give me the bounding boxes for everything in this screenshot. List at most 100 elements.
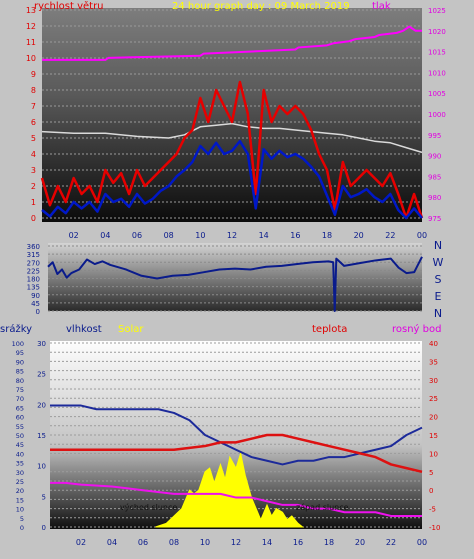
rain-axis-label: srážky <box>0 323 32 335</box>
wind-average-line <box>41 139 423 220</box>
y-tick-label: 50 <box>16 432 24 440</box>
y-tick-label: 5 <box>42 493 46 501</box>
y-tick-label: 20 <box>37 401 46 409</box>
y-tick-label: 995 <box>428 132 441 140</box>
y-tick-label: 20 <box>429 414 438 422</box>
x-tick-label: 04 <box>107 538 117 547</box>
dew-point-label: rosný bod <box>392 323 441 335</box>
y-tick-label: 5 <box>20 515 24 523</box>
x-tick-label: 16 <box>290 231 300 240</box>
y-tick-label: 4 <box>31 150 36 159</box>
y-tick-label: 8 <box>31 86 36 95</box>
y-tick-label: 12 <box>26 22 36 31</box>
y-tick-label: 25 <box>37 371 46 379</box>
dew-point-line <box>50 481 422 517</box>
y-tick-label: 10 <box>26 54 36 63</box>
y-tick-label: 10 <box>16 506 24 514</box>
wind-direction-line <box>47 256 423 312</box>
x-tick-label: 10 <box>195 231 205 240</box>
y-tick-label: 80 <box>16 377 24 385</box>
y-tick-label: 1025 <box>428 7 446 15</box>
x-tick-label: 22 <box>385 231 395 240</box>
y-tick-label: 15 <box>16 496 24 504</box>
x-tick-label: 00 <box>417 231 427 240</box>
weather-series <box>50 404 423 528</box>
x-tick-label: 14 <box>259 231 269 240</box>
wind-pressure-series <box>40 25 424 220</box>
y-tick-label: 0 <box>429 487 433 495</box>
sunset-annotation: západ slunce <box>296 503 349 512</box>
temperature-axis: -10 -5 0 5 10 15 20 25 30 35 40 <box>429 340 440 532</box>
y-tick-label: 100 <box>12 340 24 348</box>
y-tick-label: 90 <box>31 292 40 300</box>
y-tick-label: 980 <box>428 194 441 202</box>
y-tick-label: 90 <box>16 358 24 366</box>
y-tick-label: 10 <box>37 463 46 471</box>
x-tick-label: 08 <box>164 231 174 240</box>
y-tick-label: 0 <box>20 524 24 532</box>
y-tick-label: 0 <box>42 524 46 532</box>
y-tick-label: 25 <box>16 478 24 486</box>
y-tick-label: 30 <box>429 377 438 385</box>
y-tick-label: 75 <box>16 386 24 394</box>
x-tick-label: 20 <box>354 231 364 240</box>
pressure-axis-label: tlak <box>372 1 391 12</box>
wind-direction-plot-area <box>48 243 422 311</box>
y-tick-label: 975 <box>428 215 441 223</box>
y-tick-label: 40 <box>429 340 438 348</box>
y-tick-label: 45 <box>31 300 40 308</box>
y-tick-label: 270 <box>27 259 40 267</box>
y-tick-label: 1000 <box>428 111 446 119</box>
x-tick-label: 00 <box>417 538 427 547</box>
x-tick-label: 10 <box>200 538 210 547</box>
wind-speed-axis-label: rychlost větru <box>34 0 104 12</box>
y-tick-label: 15 <box>429 432 438 440</box>
y-tick-label: 360 <box>27 243 40 251</box>
x-tick-label: 06 <box>132 231 142 240</box>
x-tick-label: 08 <box>169 538 179 547</box>
y-tick-label: 30 <box>37 340 46 348</box>
x-tick-label: 14 <box>262 538 272 547</box>
x-tick-label: 02 <box>69 231 79 240</box>
y-tick-label: 180 <box>27 276 40 284</box>
y-tick-label: 85 <box>16 368 24 376</box>
y-tick-label: 990 <box>428 153 441 161</box>
y-tick-label: 6 <box>31 118 36 127</box>
y-tick-label: 135 <box>27 284 40 292</box>
y-tick-label: 1 <box>31 198 36 207</box>
x-tick-label: 04 <box>100 231 110 240</box>
wind-gust-line <box>40 80 424 220</box>
y-tick-label: 225 <box>27 267 40 275</box>
humidity-axis-label: vlhkost <box>66 324 102 335</box>
y-tick-label: 40 <box>16 450 24 458</box>
compass-letter: W <box>433 256 444 269</box>
compass-letter: N <box>434 239 442 252</box>
y-tick-label: 95 <box>16 349 24 357</box>
y-tick-label: 35 <box>16 460 24 468</box>
y-tick-label: 30 <box>16 469 24 477</box>
y-tick-label: 13 <box>26 6 36 15</box>
y-tick-label: 1015 <box>428 49 446 57</box>
solar-label: Solar <box>118 324 144 335</box>
y-tick-label: 55 <box>16 423 24 431</box>
sunrise-annotation: východ slunce <box>120 503 177 512</box>
wind-direction-series <box>47 256 423 312</box>
x-tick-label: 16 <box>293 538 303 547</box>
y-tick-label: 15 <box>37 432 46 440</box>
humidity-axis: 0 5 10 15 20 25 30 <box>37 340 46 532</box>
y-tick-label: 7 <box>31 102 36 111</box>
wind-pressure-x-axis: 02 04 06 08 10 12 14 16 18 20 22 00 <box>69 231 428 240</box>
y-tick-label: 10 <box>429 450 438 458</box>
wind-pressure-gridlines <box>42 9 422 219</box>
compass-letter: S <box>435 273 442 286</box>
x-tick-label: 22 <box>386 538 396 547</box>
y-tick-label: 70 <box>16 395 24 403</box>
y-tick-label: 1005 <box>428 90 446 98</box>
y-tick-label: 20 <box>16 487 24 495</box>
y-tick-label: -5 <box>429 506 436 514</box>
compass-letter: N <box>434 307 442 320</box>
